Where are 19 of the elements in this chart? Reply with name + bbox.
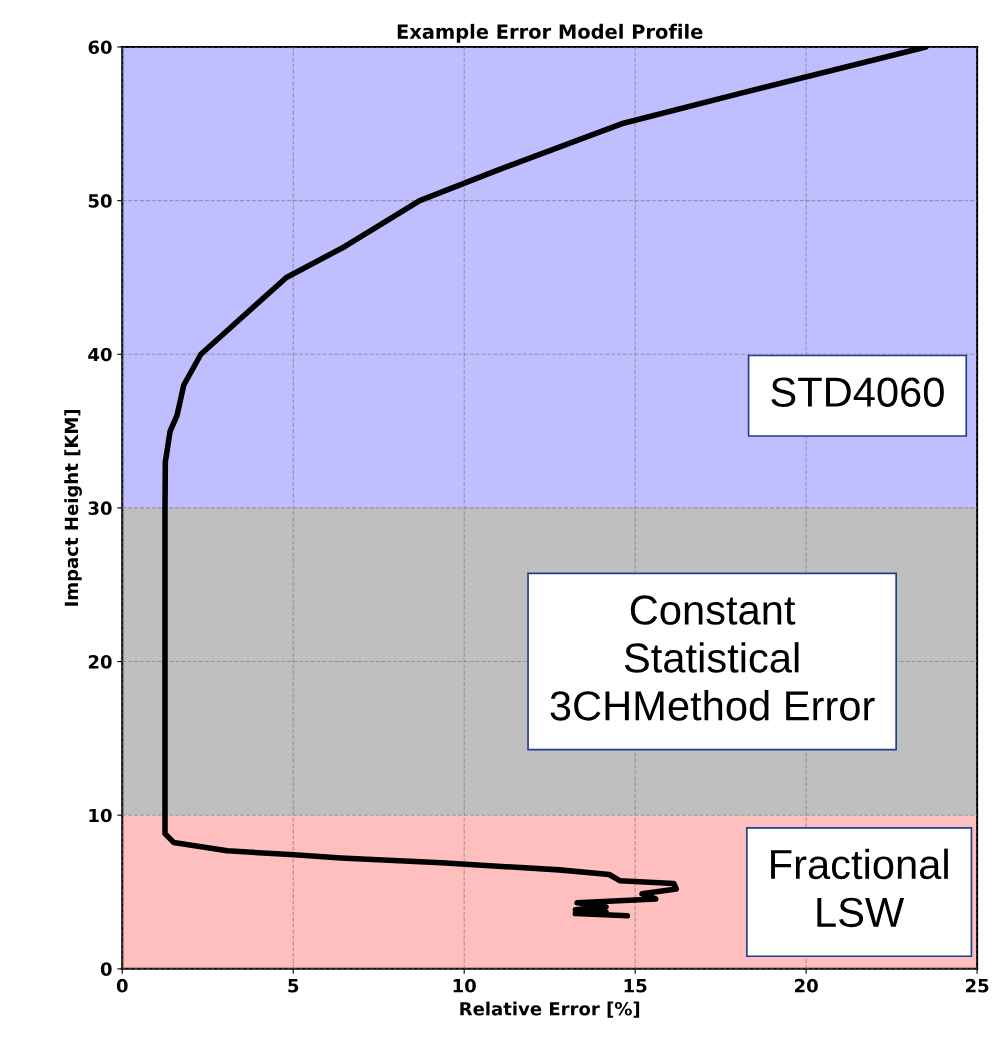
y-tick-label: 50 <box>88 194 112 208</box>
band-label: Fractional LSW <box>771 848 948 928</box>
x-tick-label: 0 <box>116 978 128 993</box>
x-tick-label: 10 <box>453 978 476 993</box>
y-tick-label: 40 <box>88 347 112 362</box>
y-tick-label: 30 <box>88 501 112 516</box>
band-label: STD4060 <box>771 377 944 407</box>
x-tick-label: 15 <box>624 979 647 993</box>
y-tick-label: 10 <box>89 808 112 823</box>
chart-title: Example Error Model Profile <box>397 23 703 43</box>
band-label: Constant Statistical 3CHMethod Error <box>550 595 875 721</box>
y-tick-label: 0 <box>100 962 112 976</box>
y-tick-label: 60 <box>88 40 112 55</box>
x-tick-label: 5 <box>288 979 299 993</box>
x-tick-label: 20 <box>795 978 818 993</box>
y-axis-title: Impact Height [KM] <box>64 409 82 606</box>
y-tick-label: 20 <box>88 655 112 669</box>
x-tick-label: 25 <box>965 978 989 993</box>
x-axis-title: Relative Error [%] <box>460 1001 640 1018</box>
